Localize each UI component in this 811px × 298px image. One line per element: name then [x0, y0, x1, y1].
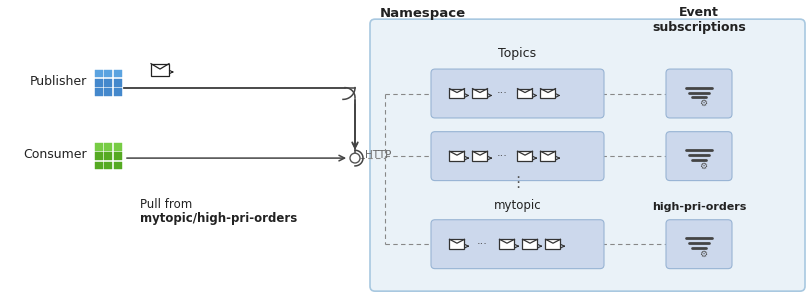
Bar — [95, 88, 103, 96]
Bar — [105, 152, 113, 160]
Bar — [95, 79, 103, 87]
Text: Consumer: Consumer — [24, 148, 87, 161]
Text: mytopic: mytopic — [493, 199, 541, 212]
Bar — [517, 89, 532, 98]
Text: Publisher: Publisher — [30, 75, 87, 88]
FancyBboxPatch shape — [665, 220, 731, 269]
FancyBboxPatch shape — [370, 19, 804, 291]
Bar — [151, 64, 169, 76]
Bar — [114, 162, 122, 169]
Bar — [449, 239, 464, 249]
FancyBboxPatch shape — [665, 132, 731, 181]
Bar — [95, 152, 103, 160]
Text: high-pri-orders: high-pri-orders — [651, 202, 745, 212]
Bar — [499, 239, 514, 249]
Bar — [540, 89, 555, 98]
FancyBboxPatch shape — [431, 69, 603, 118]
Text: Pull from: Pull from — [139, 198, 192, 211]
Bar — [114, 69, 122, 77]
Bar — [114, 152, 122, 160]
Bar — [449, 151, 464, 161]
Bar — [114, 88, 122, 96]
Bar — [540, 151, 555, 161]
Bar — [95, 69, 103, 77]
Bar — [517, 151, 532, 161]
Text: ···: ··· — [476, 239, 487, 249]
Bar — [521, 239, 537, 249]
Text: Namespace: Namespace — [380, 7, 466, 20]
Text: ···: ··· — [496, 151, 507, 161]
Circle shape — [350, 153, 359, 163]
Bar — [472, 89, 487, 98]
Bar — [105, 79, 113, 87]
Text: ···: ··· — [496, 89, 507, 99]
Text: ⋮: ⋮ — [509, 175, 525, 190]
Bar — [105, 162, 113, 169]
FancyBboxPatch shape — [665, 69, 731, 118]
Bar — [472, 151, 487, 161]
Bar — [114, 79, 122, 87]
Text: ⚙: ⚙ — [698, 249, 706, 258]
Bar — [449, 89, 464, 98]
Bar — [95, 143, 103, 151]
Bar — [105, 69, 113, 77]
Bar — [105, 143, 113, 151]
FancyBboxPatch shape — [431, 132, 603, 181]
Bar — [105, 88, 113, 96]
Bar — [545, 239, 560, 249]
Bar — [114, 143, 122, 151]
Text: ⚙: ⚙ — [698, 99, 706, 108]
Text: Topics: Topics — [498, 47, 536, 60]
FancyBboxPatch shape — [431, 220, 603, 269]
Text: HTTP: HTTP — [365, 150, 391, 160]
Text: ⚙: ⚙ — [698, 162, 706, 170]
Bar — [95, 162, 103, 169]
Text: mytopic/high-pri-orders: mytopic/high-pri-orders — [139, 212, 297, 225]
Text: Event
subscriptions: Event subscriptions — [651, 6, 745, 34]
